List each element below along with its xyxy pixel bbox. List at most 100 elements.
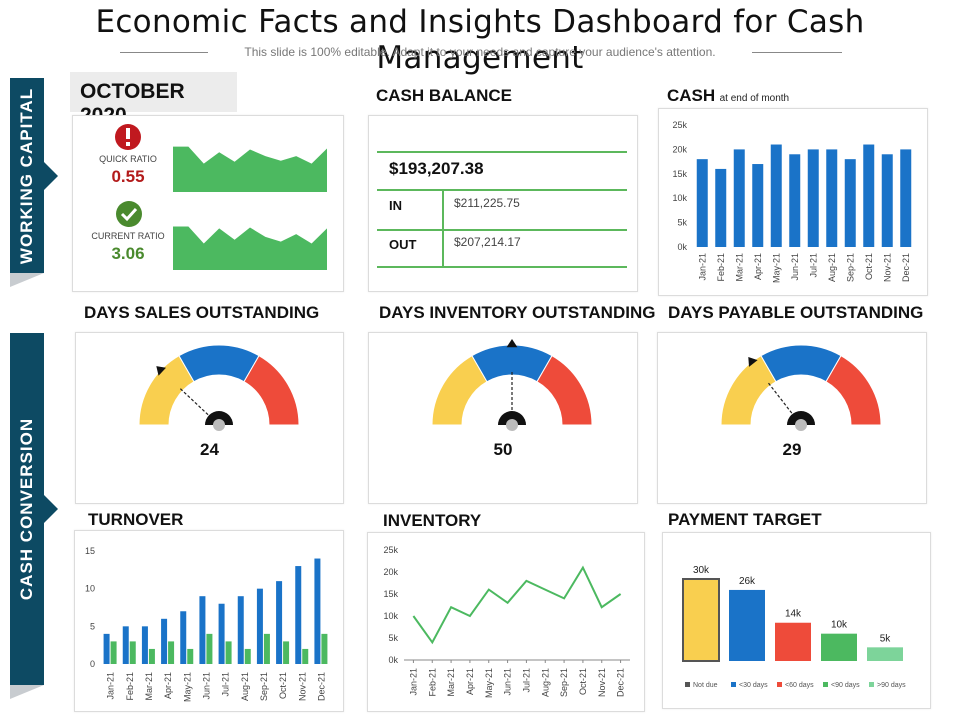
tab-fold xyxy=(10,273,44,287)
inventory-panel: 0k 5k 10k 15k 20k 25k Jan-21 Feb-21 Mar-21 Apr-21… xyxy=(367,532,645,712)
turnover-bar-series-1 xyxy=(218,603,225,664)
legend-swatch xyxy=(731,682,736,687)
cash-bar xyxy=(733,149,745,247)
divider xyxy=(377,266,627,268)
x-tick-label: Mar-21 xyxy=(734,253,744,282)
turnover-bar-series-2 xyxy=(321,633,328,664)
cash-bar xyxy=(881,154,893,247)
turnover-bar-series-2 xyxy=(168,641,175,664)
payment-data-label: 5k xyxy=(880,633,892,644)
x-tick-label: Oct-21 xyxy=(864,253,874,280)
tab-fold xyxy=(10,685,44,699)
cash-bar xyxy=(863,144,875,247)
x-tick-label: Jul-21 xyxy=(808,253,818,278)
y-tick-label: 0k xyxy=(677,242,687,252)
cash-bar-chart: 0k 5k 10k 15k 20k 25k Jan-21 Feb-21 Mar-21 Apr-21… xyxy=(672,120,912,283)
legend-label: >90 days xyxy=(877,682,906,689)
subtitle-rule-left xyxy=(120,52,208,53)
cash-bar xyxy=(696,159,708,247)
x-tick-label: Oct-21 xyxy=(278,672,288,699)
cash-bar xyxy=(807,149,819,247)
x-tick-label: Nov-21 xyxy=(597,668,607,697)
legend-label: <60 days xyxy=(785,682,814,689)
quick-ratio-value: 0.55 xyxy=(111,167,145,186)
y-tick-label: 20k xyxy=(383,567,398,577)
x-tick-label: May-21 xyxy=(771,253,781,283)
legend-swatch xyxy=(823,682,828,687)
turnover-bar-series-1 xyxy=(161,618,168,664)
legend-swatch xyxy=(777,682,782,687)
gauge-hub-center xyxy=(795,419,807,431)
turnover-bar-series-1 xyxy=(141,626,148,664)
payment-bar xyxy=(775,622,811,661)
x-tick-label: Feb-21 xyxy=(716,253,726,282)
x-tick-label: Oct-21 xyxy=(578,668,588,695)
current-ratio-trend xyxy=(173,226,327,270)
cash-in-value: $211,225.75 xyxy=(454,196,520,210)
x-tick-label: Jun-21 xyxy=(503,668,513,696)
dso-gauge xyxy=(138,344,300,431)
x-tick-label: Dec-21 xyxy=(616,668,626,697)
dpo-gauge xyxy=(720,344,882,431)
dpo-panel: 29 xyxy=(657,332,927,504)
payment-data-label: 30k xyxy=(693,565,710,576)
column-divider xyxy=(442,190,444,268)
payment-bar xyxy=(867,647,903,661)
inventory-line-chart: 0k 5k 10k 15k 20k 25k Jan-21 Feb-21 Mar-21 Apr-21… xyxy=(383,545,630,698)
dpo-value: 29 xyxy=(782,440,802,459)
payment-data-label: 14k xyxy=(785,609,802,620)
turnover-bar-series-1 xyxy=(103,633,110,664)
y-tick-label: 10k xyxy=(383,611,398,621)
gauge-segment xyxy=(243,355,300,426)
y-tick-label: 5k xyxy=(677,218,687,228)
payment-data-label: 26k xyxy=(739,576,756,587)
dio-value: 50 xyxy=(493,440,513,459)
payment-bar xyxy=(821,633,857,661)
page-title: Economic Facts and Insights Dashboard fo… xyxy=(95,4,865,76)
cash-bar xyxy=(770,144,782,247)
turnover-bar-series-2 xyxy=(148,648,155,664)
y-tick-label: 25k xyxy=(383,545,398,555)
x-tick-label: Jun-21 xyxy=(790,253,800,281)
x-tick-label: Aug-21 xyxy=(827,253,837,282)
tab-arrow xyxy=(44,495,58,523)
payment-bar xyxy=(729,589,765,661)
cash-balance-title: CASH BALANCE xyxy=(376,86,512,105)
x-tick-label: May-21 xyxy=(182,672,192,702)
x-tick-label: Aug-21 xyxy=(240,672,250,701)
cash-chart-heading: CASH at end of month xyxy=(667,86,789,106)
cash-bar xyxy=(789,154,801,247)
working-capital-label: WORKING CAPITAL xyxy=(17,87,36,264)
check-icon xyxy=(116,201,142,227)
x-tick-label: Jan-21 xyxy=(408,668,418,696)
cash-chart-subtitle: at end of month xyxy=(719,93,790,104)
quick-ratio-label: QUICK RATIO xyxy=(99,154,157,164)
x-tick-label: May-21 xyxy=(484,668,494,698)
cash-in-label: IN xyxy=(389,198,402,213)
page-subtitle: This slide is 100% editable. Adapt it to… xyxy=(244,45,716,59)
x-tick-label: Jan-21 xyxy=(106,672,116,700)
legend-label: <30 days xyxy=(739,682,768,689)
quick-ratio-trend xyxy=(173,146,327,192)
dso-title: DAYS SALES OUTSTANDING xyxy=(84,303,320,322)
cash-bar xyxy=(900,149,912,247)
payment-bar-chart: 30k Not due 26k <30 days 14k <60 days 10k <90 d… xyxy=(682,565,906,689)
turnover-bar-chart: 0 5 10 15 Jan-21 Feb-21 Mar-21 Apr-21 May-21 Jun-… xyxy=(85,546,328,702)
y-tick-label: 15k xyxy=(383,589,398,599)
x-tick-label: Dec-21 xyxy=(901,253,911,282)
y-tick-label: 25k xyxy=(672,120,687,130)
x-tick-label: Dec-21 xyxy=(316,672,326,701)
turnover-bar-series-2 xyxy=(263,633,270,664)
x-tick-label: Feb-21 xyxy=(427,668,437,697)
cash-conversion-label: CASH CONVERSION xyxy=(17,417,36,601)
turnover-panel: 0 5 10 15 Jan-21 Feb-21 Mar-21 Apr-21 May-21 Jun-… xyxy=(74,530,344,712)
x-tick-label: Apr-21 xyxy=(753,253,763,280)
gauge-pointer xyxy=(156,366,167,376)
cash-out-value: $207,214.17 xyxy=(454,235,521,249)
turnover-bar-series-2 xyxy=(129,641,136,664)
payment-bar xyxy=(682,578,720,662)
y-tick-label: 0 xyxy=(90,659,95,669)
inventory-title: INVENTORY xyxy=(383,511,482,530)
gauge-pointer xyxy=(506,339,518,348)
turnover-bar-series-1 xyxy=(256,588,263,664)
